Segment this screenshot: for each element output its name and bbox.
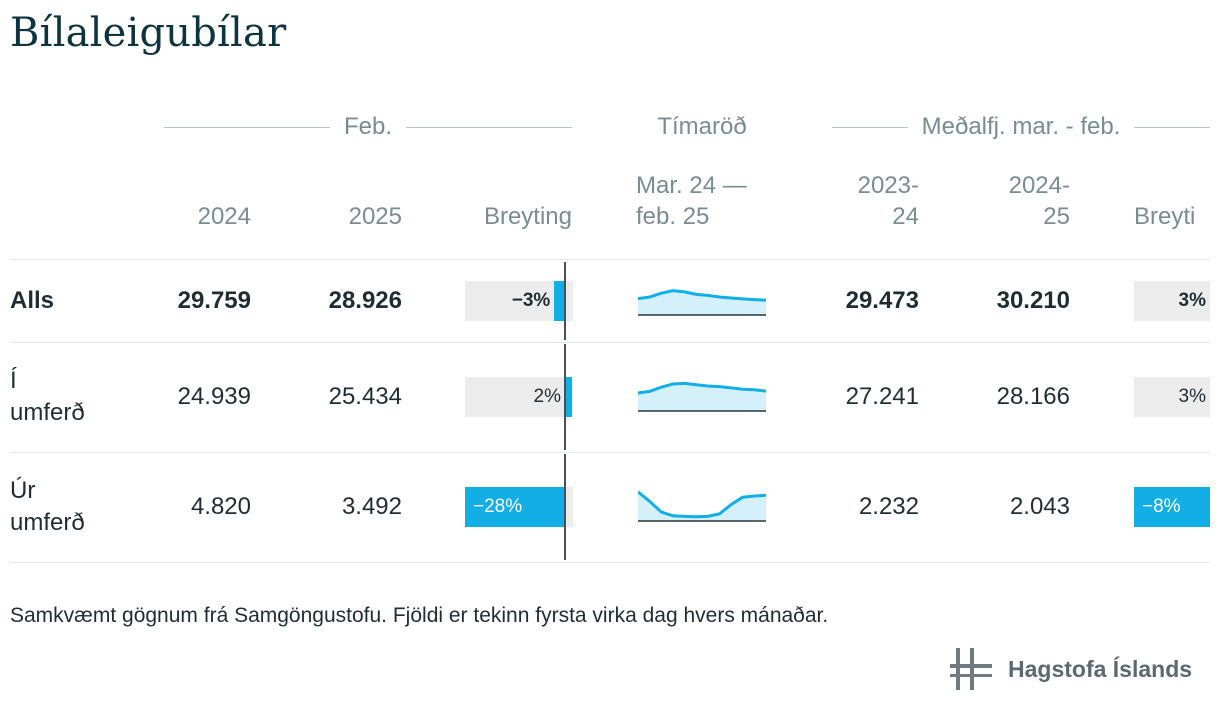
sparkline-area xyxy=(638,383,766,411)
col-header-breyting2: Breyti xyxy=(1134,203,1196,230)
row-separator xyxy=(10,452,1210,453)
row-label: Úr umferð xyxy=(10,475,150,539)
value-avg-2024-25: 2.043 xyxy=(1009,493,1070,520)
col-header-avg2-line1: 2024- xyxy=(1008,172,1070,199)
col-header-avg-2024-25: 2024- 25 xyxy=(890,170,1070,232)
group-label-timarod: Tímaröð xyxy=(657,113,747,140)
change2-label: −8% xyxy=(1142,496,1181,517)
row-label: Alls xyxy=(10,285,150,317)
value-avg-2024-25: 30.210 xyxy=(996,287,1070,314)
logo: Hagstofa Íslands xyxy=(950,644,1192,694)
value-2025: 3.492 xyxy=(341,493,402,520)
col-header-avg2-line2: 25 xyxy=(1043,203,1070,230)
change2-bar xyxy=(1134,281,1210,321)
value-avg-2023-24: 2.232 xyxy=(858,493,919,520)
value-avg-2023-24: 29.473 xyxy=(845,287,919,314)
group-header-medal: Meðalfj. mar. - feb. xyxy=(832,110,1210,144)
row-separator xyxy=(10,259,1210,260)
sparkline-area xyxy=(638,290,766,315)
sparkline-area xyxy=(638,491,766,521)
col-header-sparkline-line1: Mar. 24 — xyxy=(636,172,747,199)
sparkline xyxy=(638,289,766,316)
change-bar xyxy=(565,377,573,417)
change2-bar xyxy=(1134,487,1210,527)
logo-text: Hagstofa Íslands xyxy=(1008,655,1193,682)
row-label-line2: umferð xyxy=(10,399,85,426)
change-label: 2% xyxy=(533,386,561,407)
change-axis xyxy=(564,454,566,560)
value-2025: 25.434 xyxy=(328,383,402,410)
chart-title: Bílaleigubílar xyxy=(10,10,287,56)
group-label-feb: Feb. xyxy=(343,113,393,140)
change2-bar xyxy=(1134,377,1210,417)
change-axis xyxy=(564,262,566,340)
change-axis xyxy=(564,344,566,450)
col-header-sparkline-line2: feb. 25 xyxy=(636,203,710,230)
group-label-medal: Meðalfj. mar. - feb. xyxy=(921,113,1121,140)
value-2025: 28.926 xyxy=(328,287,402,314)
change-bar-bg xyxy=(465,377,573,417)
group-header-timarod: Tímaröð xyxy=(632,110,772,144)
value-2024: 4.820 xyxy=(190,493,251,520)
col-header-avg-2023-24: 2023- 24 xyxy=(739,170,919,232)
footer-note: Samkvæmt gögnum frá Samgöngustofu. Fjöld… xyxy=(10,604,829,627)
sparkline-line xyxy=(638,381,766,395)
sparkline xyxy=(638,490,766,522)
hagstofa-logo-icon xyxy=(950,648,992,690)
col-header-breyting: Breyting xyxy=(483,203,572,230)
change-label: −3% xyxy=(511,290,551,311)
group-header-feb: Feb. xyxy=(164,110,572,144)
col-header-2024: 2024 xyxy=(197,203,251,230)
row-label-line2: umferð xyxy=(10,509,85,536)
col-header-2025: 2025 xyxy=(348,203,402,230)
change2-label: 3% xyxy=(1178,290,1206,311)
value-avg-2023-24: 27.241 xyxy=(845,383,919,410)
sparkline-line xyxy=(638,490,766,519)
row-separator xyxy=(10,562,1210,563)
row-label-line1: Úr xyxy=(10,477,36,504)
col-header-sparkline: Mar. 24 — feb. 25 xyxy=(636,170,816,232)
change-bar xyxy=(554,281,565,321)
col-header-avg1-line2: 24 xyxy=(892,203,919,230)
row-label-line1: Í xyxy=(10,367,17,394)
sparkline xyxy=(638,381,766,412)
sparkline-line xyxy=(638,289,766,302)
col-header-avg1-line1: 2023- xyxy=(857,172,919,199)
row-label-line1: Alls xyxy=(10,287,55,314)
change-bar xyxy=(465,487,565,527)
change2-label: 3% xyxy=(1178,386,1206,407)
value-avg-2024-25: 28.166 xyxy=(996,383,1070,410)
change-label: −28% xyxy=(473,496,523,517)
row-separator xyxy=(10,342,1210,343)
value-2024: 24.939 xyxy=(177,383,251,410)
value-2024: 29.759 xyxy=(177,287,251,314)
